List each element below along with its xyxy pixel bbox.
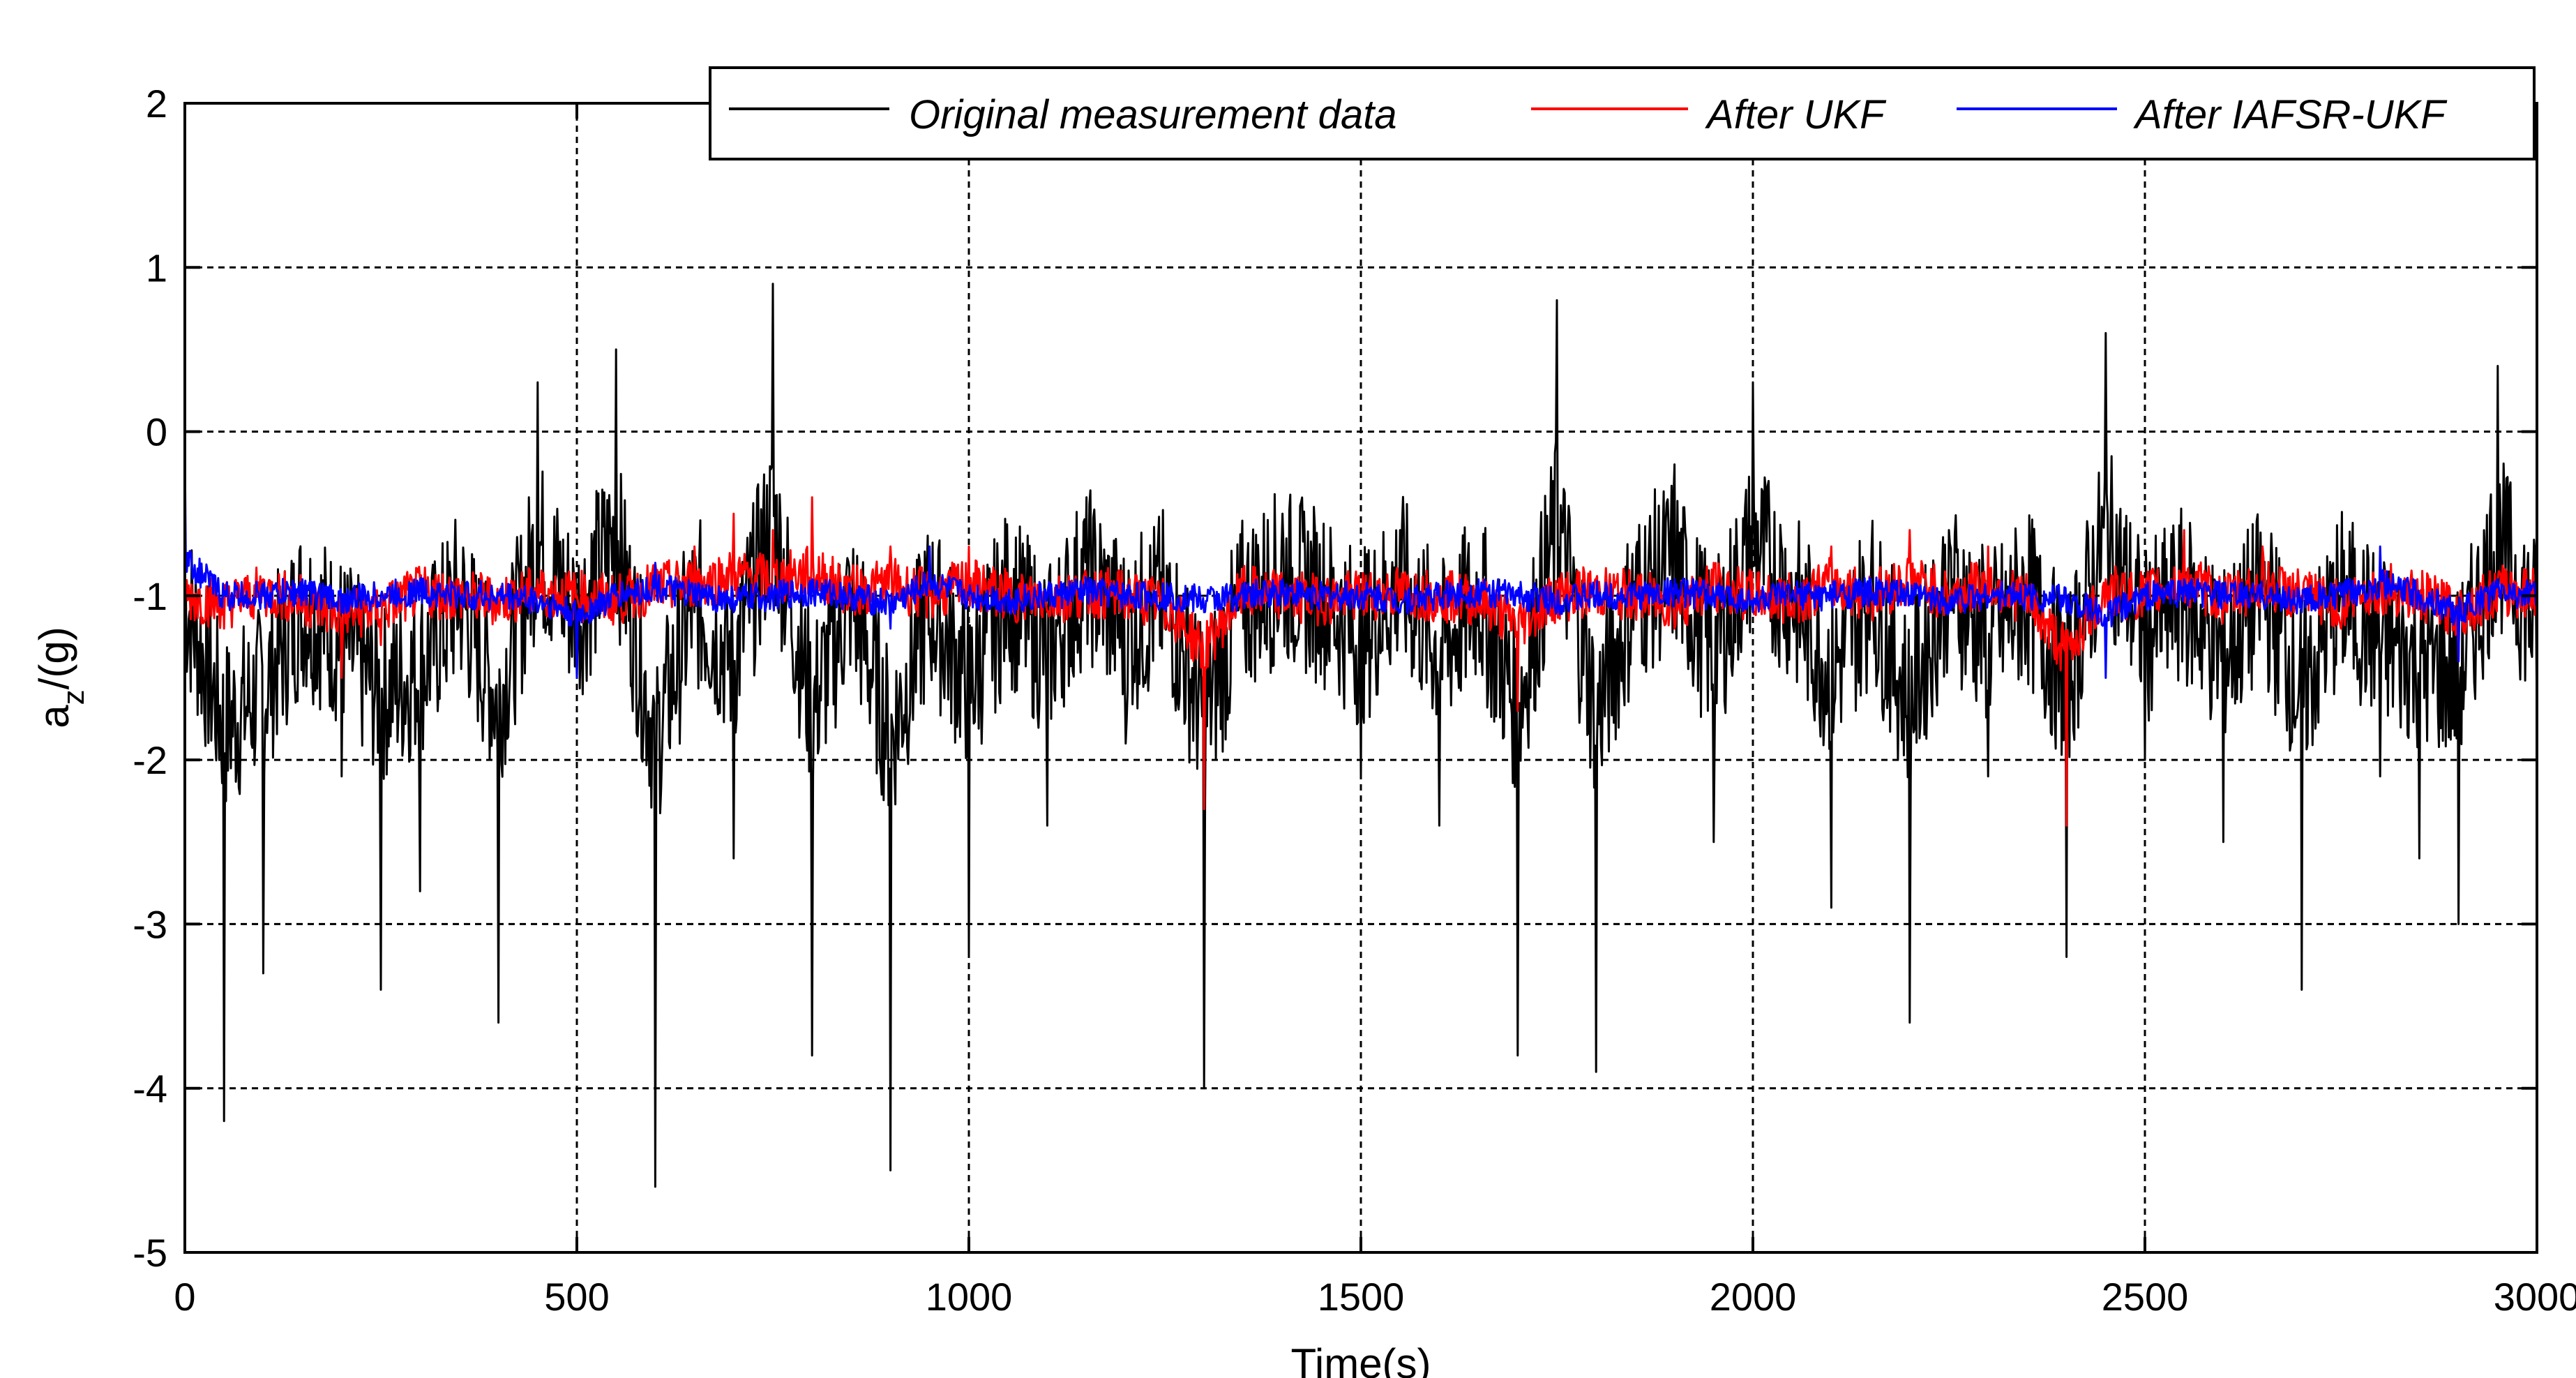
y-axis-title-text: az/(g) (31, 627, 91, 728)
legend-label-original: Original measurement data (909, 92, 1397, 137)
legend-label-iafsr-ukf: After IAFSR-UKF (2133, 92, 2448, 137)
y-tick-label: -2 (133, 738, 167, 782)
x-tick-label: 0 (174, 1275, 195, 1319)
x-axis-title: Time(s) (1290, 1340, 1431, 1378)
y-tick-label: -4 (133, 1067, 167, 1111)
y-axis-title-main: a (31, 705, 77, 728)
x-tick-label: 2500 (2102, 1275, 2189, 1319)
x-tick-labels: 0 500 1000 1500 2000 2500 3000 (174, 1275, 2576, 1319)
series-line-iafsr-ukf (183, 448, 2538, 679)
y-tick-label: -1 (133, 574, 167, 618)
y-axis-title: az/(g) (31, 627, 91, 728)
x-tick-label: 1000 (926, 1275, 1013, 1319)
y-tick-labels: 2 1 0 -1 -2 -3 -4 -5 (133, 82, 167, 1275)
series-layer (183, 283, 2538, 1188)
legend-box (709, 66, 2536, 160)
x-tick-label: 2000 (1710, 1275, 1797, 1319)
x-tick-label: 1500 (1318, 1275, 1405, 1319)
legend: Original measurement data After UKF Afte… (709, 66, 2536, 160)
y-axis-title-unit: /(g) (31, 627, 77, 689)
y-axis-title-sub: z (57, 689, 91, 705)
x-tick-label: 500 (544, 1275, 609, 1319)
y-tick-label: -3 (133, 902, 167, 946)
y-tick-label: 1 (146, 246, 167, 290)
y-tick-label: 2 (146, 82, 167, 126)
x-tick-label: 3000 (2494, 1275, 2576, 1319)
y-tick-label: -5 (133, 1231, 167, 1275)
legend-label-ukf: After UKF (1705, 92, 1887, 137)
y-tick-label: 0 (146, 410, 167, 454)
